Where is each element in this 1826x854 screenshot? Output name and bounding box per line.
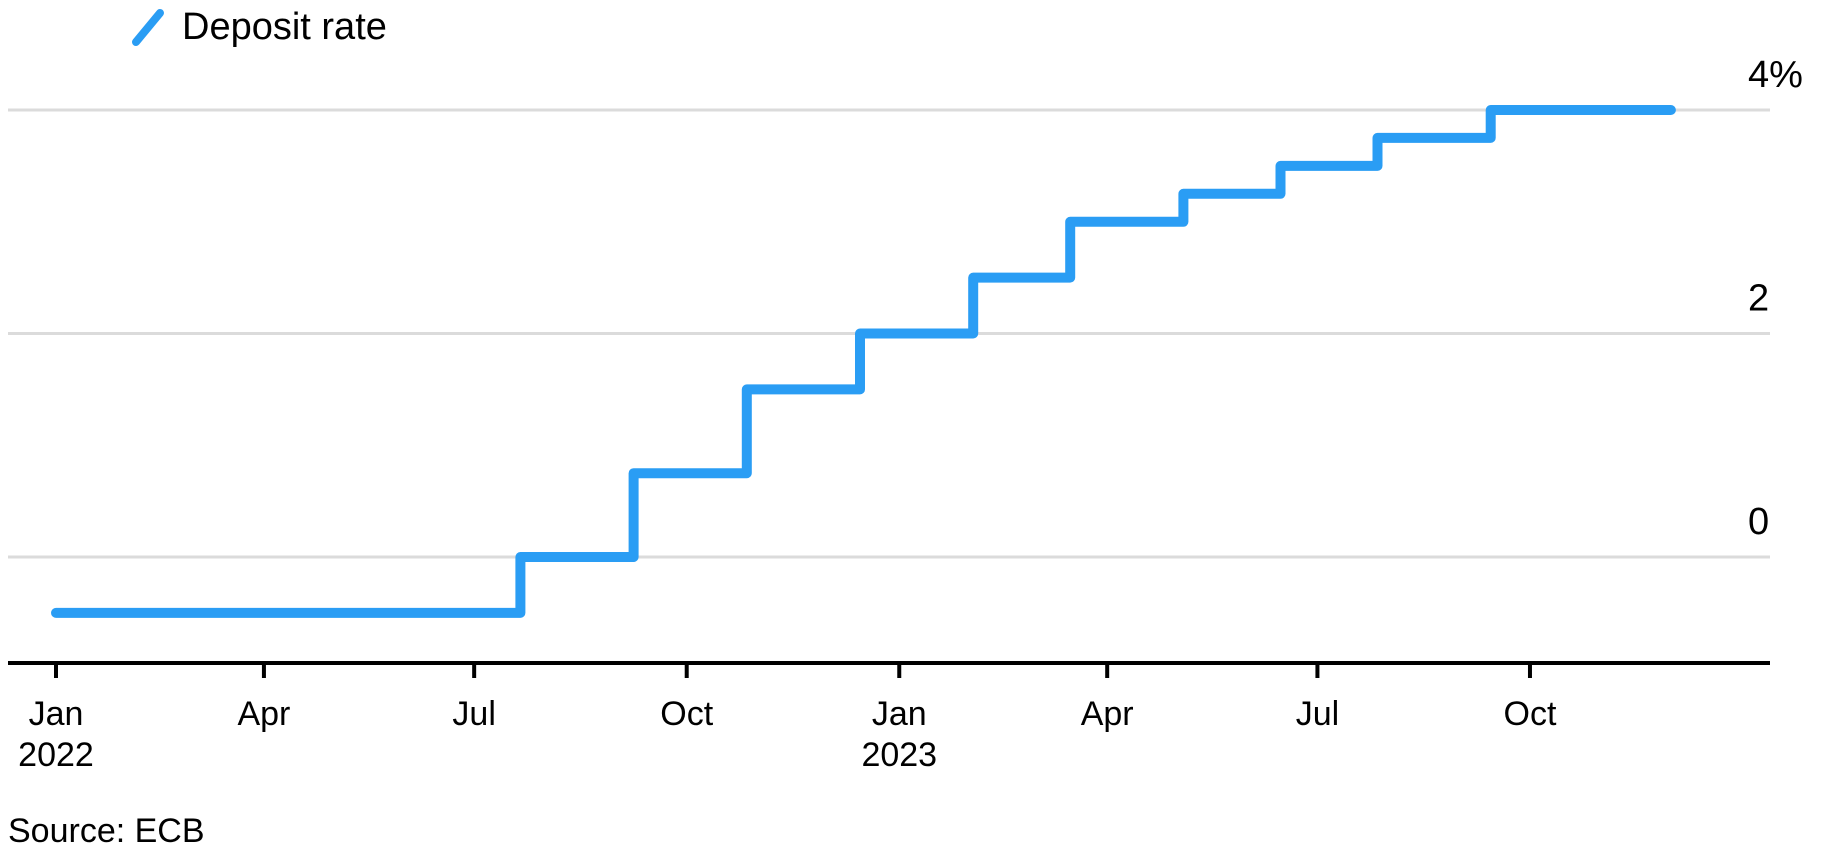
y-axis-tick-label: 4% [1748,54,1803,96]
legend-line-icon [132,9,164,46]
legend-label: Deposit rate [182,6,387,49]
x-axis-tick-label: Apr [237,695,290,733]
x-axis-tick-label: Oct [660,695,713,733]
x-axis-tick-label: Oct [1504,695,1557,733]
x-axis-tick-label: Jan [29,695,84,733]
x-axis-year-label: 2022 [18,736,94,774]
y-axis-tick-label: 0 [1748,501,1769,543]
deposit-rate-step-line [51,105,1676,618]
x-axis-tick-label: Jan [872,695,927,733]
source-note: Source: ECB [8,812,205,850]
legend: Deposit rate [128,6,387,50]
y-axis-tick-label: 2 [1748,278,1769,320]
x-axis-year-label: 2023 [861,736,937,774]
x-axis-tick-label: Apr [1081,695,1134,733]
x-axis-tick-label: Jul [1296,695,1339,733]
x-axis-tick-label: Jul [452,695,495,733]
